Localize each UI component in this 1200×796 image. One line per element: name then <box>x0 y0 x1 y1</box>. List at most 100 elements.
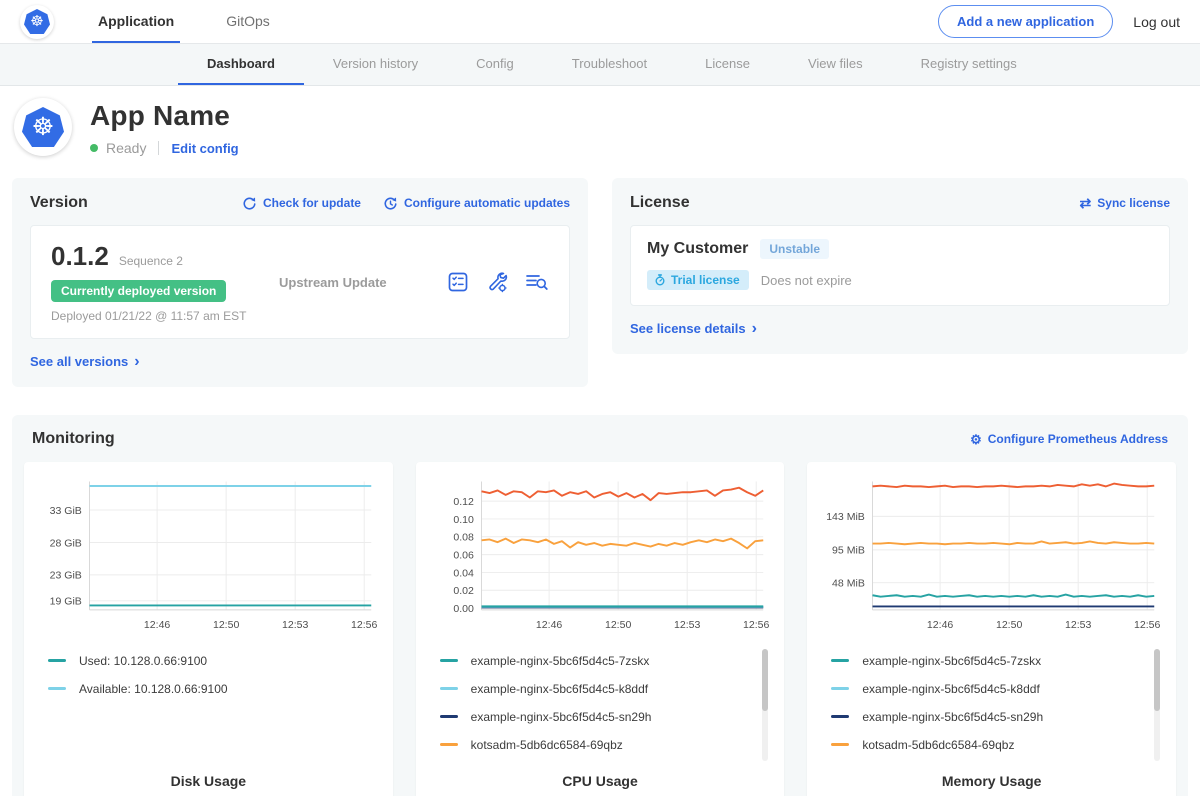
kubernetes-logo-icon[interactable]: ☸ <box>20 5 54 39</box>
subnav-tab-troubleshoot[interactable]: Troubleshoot <box>543 44 676 85</box>
svg-text:143 MiB: 143 MiB <box>827 511 866 523</box>
legend-item: example-nginx-5bc6f5d4c5-k8ddf <box>831 675 1142 703</box>
legend-item: Available: 10.128.0.66:9100 <box>48 675 359 703</box>
legend-swatch-icon <box>440 687 458 690</box>
monitoring-section: Monitoring ⚙ Configure Prometheus Addres… <box>12 415 1188 796</box>
subnav-tab-version-history[interactable]: Version history <box>304 44 447 85</box>
svg-text:12:46: 12:46 <box>144 619 170 631</box>
channel-badge: Unstable <box>760 239 829 259</box>
svg-text:23 GiB: 23 GiB <box>50 570 82 582</box>
svg-text:19 GiB: 19 GiB <box>50 596 82 608</box>
svg-text:0.12: 0.12 <box>453 496 474 508</box>
stopwatch-icon <box>654 274 666 286</box>
svg-text:12:50: 12:50 <box>996 619 1022 631</box>
legend-label: example-nginx-5bc6f5d4c5-sn29h <box>862 710 1043 724</box>
version-number: 0.1.2 <box>51 241 109 272</box>
check-for-update-link[interactable]: Check for update <box>242 196 361 211</box>
sync-license-label: Sync license <box>1097 196 1170 210</box>
add-application-button[interactable]: Add a new application <box>938 5 1113 38</box>
subnav-tab-dashboard[interactable]: Dashboard <box>178 44 304 85</box>
legend-item: kotsadm-5db6dc6584-69qbz <box>440 731 751 759</box>
legend-item: example-nginx-5bc6f5d4c5-sn29h <box>440 703 751 731</box>
svg-text:12:53: 12:53 <box>1065 619 1091 631</box>
topnav-tabs: Application GitOps <box>92 0 316 43</box>
legend-swatch-icon <box>831 743 849 746</box>
config-wrench-icon[interactable] <box>485 270 509 294</box>
svg-text:0.08: 0.08 <box>453 532 474 544</box>
line-chart-plot: 19 GiB23 GiB28 GiB33 GiB12:4612:5012:531… <box>32 470 385 639</box>
version-card-title: Version <box>30 194 88 212</box>
legend-label: kotsadm-5db6dc6584-69qbz <box>471 738 623 752</box>
preflight-checks-icon[interactable] <box>447 271 469 293</box>
chart-legend: Used: 10.128.0.66:9100 Available: 10.128.… <box>32 643 385 765</box>
svg-text:12:53: 12:53 <box>282 619 308 631</box>
svg-text:33 GiB: 33 GiB <box>50 505 82 517</box>
app-icon: ☸ <box>14 98 72 156</box>
see-all-versions-label: See all versions <box>30 354 128 369</box>
svg-text:28 GiB: 28 GiB <box>50 537 82 549</box>
trial-license-badge: Trial license <box>647 270 749 290</box>
legend-label: Used: 10.128.0.66:9100 <box>79 654 207 668</box>
legend-label: example-nginx-5bc6f5d4c5-sn29h <box>471 710 652 724</box>
svg-text:12:56: 12:56 <box>1134 619 1160 631</box>
subnav-tab-registry-settings[interactable]: Registry settings <box>892 44 1046 85</box>
topnav-tab-application[interactable]: Application <box>92 0 180 43</box>
version-source-label: Upstream Update <box>279 275 387 290</box>
see-license-details-link[interactable]: See license details › <box>630 321 757 336</box>
deployed-version-badge: Currently deployed version <box>51 280 226 302</box>
svg-text:12:46: 12:46 <box>536 619 562 631</box>
chart-card-memory-usage: 48 MiB 95 MiB 143 MiB 12:46 12:50 12:53 12:56 e… <box>807 462 1176 796</box>
divider <box>158 141 159 155</box>
edit-config-link[interactable]: Edit config <box>171 141 238 156</box>
logout-button[interactable]: Log out <box>1133 14 1180 30</box>
subnav-tab-config[interactable]: Config <box>447 44 543 85</box>
legend-swatch-icon <box>831 687 849 690</box>
svg-text:12:50: 12:50 <box>213 619 239 631</box>
deploy-logs-icon[interactable] <box>525 271 549 293</box>
legend-label: example-nginx-5bc6f5d4c5-7zskx <box>471 654 650 668</box>
deployed-timestamp: Deployed 01/21/22 @ 11:57 am EST <box>51 309 279 323</box>
refresh-icon <box>242 196 257 211</box>
legend-scrollbar-thumb[interactable] <box>762 649 768 711</box>
svg-text:12:53: 12:53 <box>674 619 700 631</box>
topnav-tab-gitops[interactable]: GitOps <box>220 0 276 43</box>
legend-scrollbar-thumb[interactable] <box>1154 649 1160 711</box>
legend-label: kotsadm-5db6dc6584-69qbz <box>862 738 1014 752</box>
configure-prometheus-link[interactable]: ⚙ Configure Prometheus Address <box>970 432 1168 446</box>
legend-swatch-icon <box>440 743 458 746</box>
see-all-versions-link[interactable]: See all versions › <box>30 354 140 369</box>
line-chart-plot: 0.000.020.040.060.080.100.1212:4612:5012… <box>424 470 777 639</box>
chart-title: Memory Usage <box>815 773 1168 795</box>
line-chart-plot: 48 MiB 95 MiB 143 MiB 12:46 12:50 12:53 12:56 <box>815 470 1168 639</box>
legend-swatch-icon <box>440 659 458 662</box>
app-name-title: App Name <box>90 100 239 132</box>
svg-text:95 MiB: 95 MiB <box>832 545 865 557</box>
sync-license-link[interactable]: ⇄ Sync license <box>1080 196 1170 210</box>
svg-text:0.02: 0.02 <box>453 585 474 597</box>
subnav-tab-license[interactable]: License <box>676 44 779 85</box>
charts-row: 19 GiB 23 GiB 28 GiB 33 GiB 12:46 12:50 12:53 1… <box>24 462 1176 796</box>
legend-item: kotsadm-5db6dc6584-69qbz <box>831 731 1142 759</box>
version-sequence: Sequence 2 <box>119 254 183 268</box>
legend-swatch-icon <box>440 715 458 718</box>
svg-text:12:46: 12:46 <box>927 619 953 631</box>
legend-label: example-nginx-5bc6f5d4c5-7zskx <box>862 654 1041 668</box>
svg-text:48 MiB: 48 MiB <box>832 578 865 590</box>
svg-text:0.10: 0.10 <box>453 514 474 526</box>
chart-title: Disk Usage <box>32 773 385 795</box>
legend-swatch-icon <box>831 715 849 718</box>
chart-title: CPU Usage <box>424 773 777 795</box>
legend-label: example-nginx-5bc6f5d4c5-k8ddf <box>862 682 1039 696</box>
configure-automatic-updates-link[interactable]: Configure automatic updates <box>383 196 570 211</box>
subnav-tab-view-files[interactable]: View files <box>779 44 892 85</box>
app-status-text: Ready <box>106 140 146 156</box>
chart-legend: example-nginx-5bc6f5d4c5-7zskx example-ng… <box>424 643 777 765</box>
chart-card-disk-usage: 19 GiB23 GiB28 GiB33 GiB12:4612:5012:531… <box>24 462 393 796</box>
customer-name: My Customer <box>647 240 748 258</box>
monitoring-title: Monitoring <box>32 430 115 448</box>
legend-item: example-nginx-5bc6f5d4c5-7zskx <box>831 647 1142 675</box>
legend-label: Available: 10.128.0.66:9100 <box>79 682 228 696</box>
configure-prometheus-label: Configure Prometheus Address <box>988 432 1168 446</box>
legend-item: example-nginx-5bc6f5d4c5-7zskx <box>440 647 751 675</box>
check-for-update-label: Check for update <box>263 196 361 210</box>
